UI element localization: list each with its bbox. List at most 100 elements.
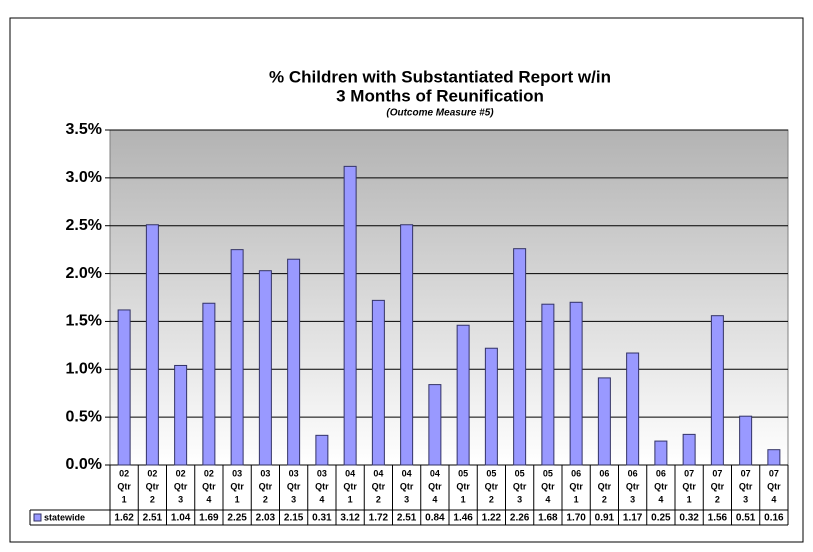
x-tick-label: 06 [599,468,609,478]
x-tick-label: Qtr [230,481,244,491]
x-tick-label: 06 [571,468,581,478]
x-tick-label: 05 [543,468,553,478]
x-tick-label: Qtr [739,481,753,491]
x-tick-label: 06 [628,468,638,478]
x-tick-label: 2 [715,494,720,504]
data-label: 2.03 [256,513,276,524]
data-label: 2.15 [284,513,304,524]
x-tick-label: Qtr [626,481,640,491]
y-tick-label: 0.0% [66,456,102,473]
bar [371,299,385,466]
data-label: 1.04 [171,513,191,524]
x-tick-label: Qtr [117,481,131,491]
x-tick-label: 04 [345,468,355,478]
data-label: 2.25 [227,513,247,524]
data-label: 1.69 [199,513,219,524]
bar [400,224,414,466]
data-label: 0.32 [679,513,699,524]
x-tick-label: Qtr [259,481,273,491]
data-label: 1.68 [538,513,558,524]
data-label: 0.51 [736,513,756,524]
x-tick-label: 1 [348,494,353,504]
data-label: 0.31 [312,513,332,524]
x-tick-label: 4 [658,494,663,504]
x-tick-label: 03 [260,468,270,478]
x-tick-label: Qtr [541,481,555,491]
x-tick-label: 3 [630,494,635,504]
legend-label: statewide [44,512,85,522]
plot-area [109,129,789,466]
bar [682,433,696,466]
x-tick-label: 1 [122,494,127,504]
bar [343,165,357,466]
data-label: 0.25 [651,513,671,524]
x-tick-label: Qtr [372,481,386,491]
x-tick-label: 04 [430,468,440,478]
x-tick-label: Qtr [202,481,216,491]
bar [258,270,272,466]
chart-title: % Children with Substantiated Report w/i… [269,67,611,86]
x-tick-label: 2 [489,494,494,504]
x-tick-label: 4 [432,494,437,504]
x-tick-label: 3 [291,494,296,504]
x-tick-label: 02 [204,468,214,478]
x-tick-label: 05 [458,468,468,478]
x-tick-label: 02 [119,468,129,478]
x-tick-label: 05 [515,468,525,478]
data-label: 2.26 [510,513,530,524]
y-tick-label: 2.5% [66,217,102,234]
x-tick-label: 1 [461,494,466,504]
x-tick-label: Qtr [456,481,470,491]
bar [287,258,301,466]
x-tick-label: Qtr [767,481,781,491]
bar [569,301,583,466]
bar [428,384,442,466]
bar [145,224,159,466]
data-label: 0.84 [425,513,445,524]
x-tick-label: 07 [712,468,722,478]
x-tick-label: 2 [150,494,155,504]
bar [513,248,527,466]
x-tick-label: 4 [771,494,776,504]
bar [597,377,611,466]
x-tick-label: 02 [147,468,157,478]
x-tick-label: 3 [404,494,409,504]
y-tick-label: 1.0% [66,361,102,378]
chart-title: 3 Months of Reunification [336,86,544,105]
x-tick-label: 3 [743,494,748,504]
bar [174,364,188,466]
data-label: 0.91 [595,513,615,524]
x-tick-label: 1 [574,494,579,504]
x-tick-label: Qtr [400,481,414,491]
x-tick-label: 4 [319,494,324,504]
x-tick-label: 03 [232,468,242,478]
data-label: 1.62 [114,513,134,524]
x-tick-label: Qtr [315,481,329,491]
data-label: 1.56 [708,513,728,524]
data-label: 2.51 [397,513,417,524]
x-tick-label: Qtr [598,481,612,491]
x-tick-label: 04 [373,468,383,478]
x-tick-label: Qtr [569,481,583,491]
x-tick-label: 03 [289,468,299,478]
x-tick-label: 3 [178,494,183,504]
x-tick-label: Qtr [343,481,357,491]
bar [315,434,329,466]
x-tick-label: 07 [684,468,694,478]
x-tick-label: 1 [235,494,240,504]
bar [484,347,498,466]
legend-swatch [33,513,42,522]
bar [767,449,781,466]
data-label: 2.51 [143,513,163,524]
x-tick-label: Qtr [654,481,668,491]
data-label: 1.46 [453,513,473,524]
y-tick-label: 0.5% [66,408,102,425]
data-label: 1.70 [566,513,586,524]
x-tick-label: 2 [602,494,607,504]
x-tick-label: Qtr [287,481,301,491]
x-tick-label: Qtr [485,481,499,491]
data-label: 1.72 [369,513,389,524]
x-tick-label: 1 [687,494,692,504]
data-label: 3.12 [340,513,360,524]
